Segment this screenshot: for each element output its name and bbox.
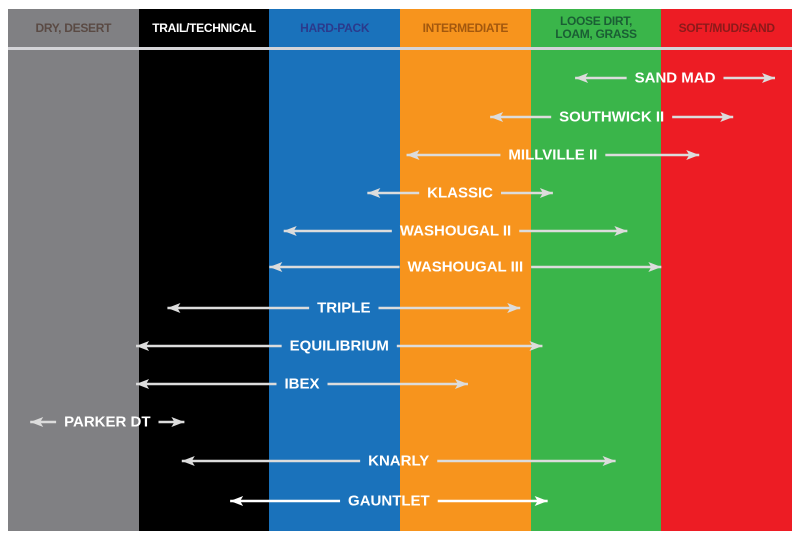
arrowhead-icon: [575, 73, 589, 83]
terrain-chart: DRY, DESERT TRAIL/TECHNICAL HARD-PACK INTER…: [8, 9, 793, 531]
terrain-header: DRY, DESERT: [35, 20, 112, 35]
arrowhead-icon: [534, 496, 548, 506]
tire-label: EQUILIBRIUM: [289, 337, 389, 355]
arrowhead-icon: [720, 112, 734, 122]
arrowhead-icon: [230, 496, 244, 506]
arrowhead-icon: [529, 341, 543, 351]
arrowhead-icon: [167, 303, 181, 313]
arrowhead-icon: [269, 262, 283, 272]
terrain-column: TRAIL/TECHNICAL: [138, 9, 270, 531]
header-divider: [8, 47, 792, 50]
terrain-column: INTERMEDIATE: [400, 9, 532, 531]
arrowhead-icon: [490, 112, 504, 122]
arrowhead-icon: [283, 226, 297, 236]
arrowhead-icon: [686, 150, 700, 160]
arrowhead-icon: [136, 379, 150, 389]
tire-label: SOUTHWICK II: [559, 108, 665, 126]
tire-label: TRIPLE: [317, 299, 371, 317]
tire-range-arrows: [30, 73, 776, 506]
arrowhead-icon: [181, 456, 195, 466]
arrowhead-icon: [507, 303, 521, 313]
arrowhead-icon: [171, 417, 185, 427]
arrowhead-icon: [454, 379, 468, 389]
tire-label: KLASSIC: [427, 184, 494, 202]
arrowhead-icon: [762, 73, 776, 83]
tire-label: IBEX: [284, 375, 320, 393]
arrowhead-icon: [648, 262, 662, 272]
arrowhead-icon: [136, 341, 150, 351]
tire-label: KNARLY: [368, 452, 430, 470]
tire-label: PARKER DT: [64, 413, 151, 431]
tire-label: MILLVILLE II: [508, 146, 598, 164]
terrain-header: HARD-PACK: [300, 20, 370, 35]
terrain-header: LOOSE DIRT, LOAM, GRASS: [555, 14, 637, 41]
terrain-column: DRY, DESERT: [8, 9, 140, 531]
tire-label: SAND MAD: [634, 69, 716, 87]
arrowhead-icon: [602, 456, 616, 466]
arrowhead-icon: [367, 188, 381, 198]
terrain-column: HARD-PACK: [269, 9, 401, 531]
arrowhead-icon: [614, 226, 628, 236]
tire-label: WASHOUGAL III: [407, 258, 524, 276]
terrain-header: TRAIL/TECHNICAL: [152, 20, 256, 35]
terrain-column: LOOSE DIRT, LOAM, GRASS: [530, 9, 662, 531]
terrain-column: SOFT/MUD/SAND: [661, 9, 793, 531]
tire-label: WASHOUGAL II: [399, 222, 512, 240]
terrain-header: SOFT/MUD/SAND: [678, 20, 775, 35]
arrowhead-icon: [30, 417, 44, 427]
tire-label: GAUNTLET: [348, 492, 430, 510]
arrowhead-icon: [406, 150, 420, 160]
terrain-header: INTERMEDIATE: [422, 20, 509, 35]
arrowhead-icon: [539, 188, 553, 198]
